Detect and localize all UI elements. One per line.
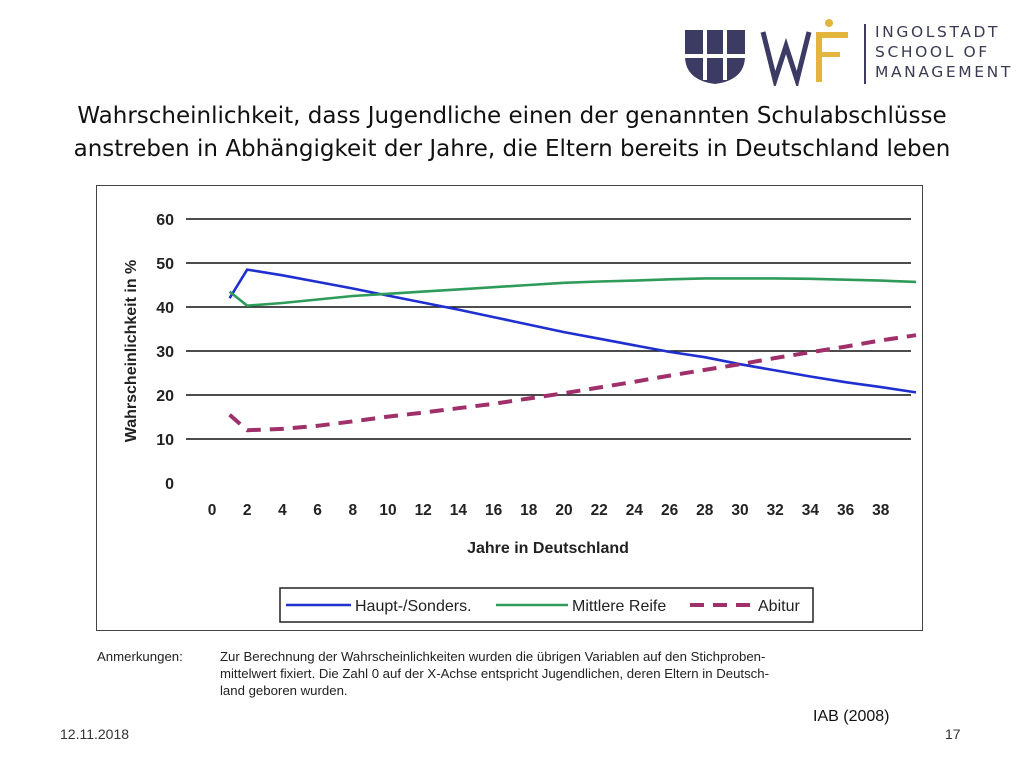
logo-line-3: MANAGEMENT (875, 63, 1013, 81)
y-tick-label: 30 (156, 344, 174, 361)
x-tick-label: 34 (802, 502, 820, 519)
y-axis-label: Wahrscheinlichkeit in % (123, 260, 140, 443)
x-tick-label: 28 (696, 502, 714, 519)
x-tick-label: 36 (837, 502, 855, 519)
y-tick-label: 20 (156, 388, 174, 405)
x-tick-label: 10 (379, 502, 396, 519)
x-tick-label: 30 (731, 502, 748, 519)
logo-wordmark: INGOLSTADT SCHOOL OF MANAGEMENT (875, 22, 1013, 82)
logo-emblem-icon (685, 19, 866, 90)
x-tick-label: 24 (626, 502, 644, 519)
x-tick-label: 22 (591, 502, 608, 519)
notes-label: Anmerkungen: (97, 649, 183, 664)
notes-line-3: land geboren wurden. (220, 683, 348, 698)
legend-label-1: Mittlere Reife (572, 598, 666, 615)
notes-line-2: mittelwert fixiert. Die Zahl 0 auf der X… (220, 666, 770, 681)
x-tick-label: 14 (450, 502, 468, 519)
x-tick-label: 12 (415, 502, 432, 519)
x-tick-label: 38 (872, 502, 890, 519)
source-citation: IAB (2008) (813, 708, 890, 725)
notes-line-1: Zur Berechnung der Wahrscheinlichkeiten … (220, 649, 766, 664)
school-logo (683, 18, 993, 90)
page-number: 17 (945, 726, 961, 742)
x-axis-label: Jahre in Deutschland (467, 540, 629, 557)
x-tick-label: 20 (555, 502, 572, 519)
logo-line-1: INGOLSTADT (875, 23, 1001, 41)
footer-date: 12.11.2018 (60, 726, 130, 742)
x-tick-label: 4 (278, 502, 287, 519)
logo-line-2: SCHOOL OF (875, 43, 990, 61)
notes-body: Zur Berechnung der Wahrscheinlichkeiten … (220, 648, 910, 699)
slide-title-line-1: Wahrscheinlichkeit, dass Jugendliche ein… (77, 103, 947, 129)
series-line-1 (228, 277, 917, 307)
y-tick-label: 50 (156, 256, 174, 273)
series-line-2 (228, 333, 917, 433)
x-tick-label: 16 (485, 502, 503, 519)
y-tick-label: 10 (156, 432, 174, 449)
x-tick-label: 0 (208, 502, 217, 519)
x-tick-label: 26 (661, 502, 679, 519)
x-tick-label: 18 (520, 502, 538, 519)
x-tick-label: 8 (348, 502, 357, 519)
chart-frame (96, 185, 923, 631)
series-line-0 (228, 268, 917, 394)
legend-label-0: Haupt-/Sonders. (355, 598, 472, 615)
y-tick-label: 40 (156, 300, 174, 317)
y-tick-label: 60 (156, 212, 174, 229)
slide-title: Wahrscheinlichkeit, dass Jugendliche ein… (20, 100, 1004, 166)
legend-label-2: Abitur (758, 598, 800, 615)
slide-title-line-2: anstreben in Abhängigkeit der Jahre, die… (73, 136, 951, 162)
y-tick-label: 0 (165, 476, 174, 493)
x-tick-label: 6 (313, 502, 322, 519)
x-tick-label: 2 (243, 502, 252, 519)
x-tick-label: 32 (767, 502, 784, 519)
